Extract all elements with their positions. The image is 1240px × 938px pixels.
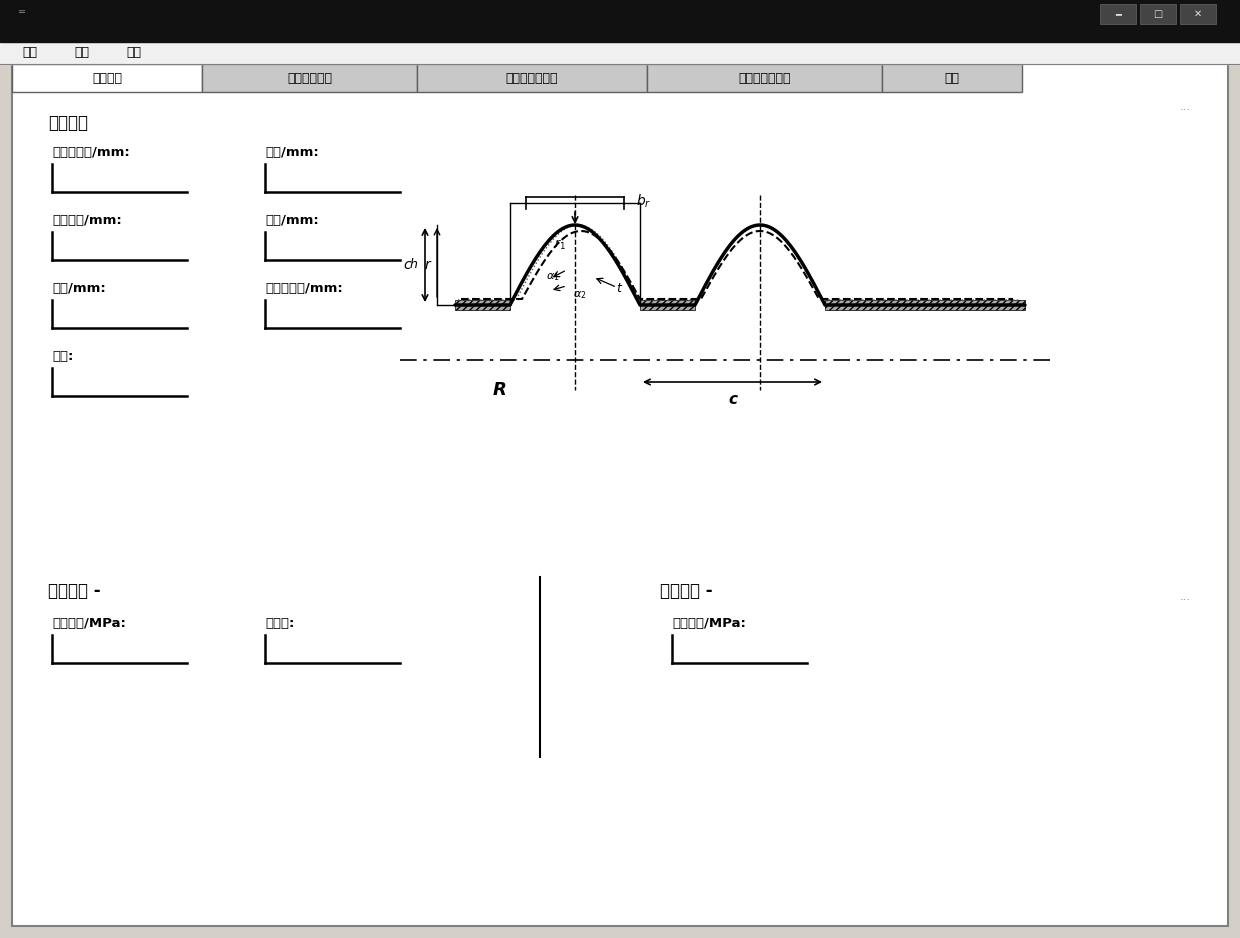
Text: $\alpha_2$: $\alpha_2$ — [573, 290, 587, 301]
Text: 特征值屈曲分析: 特征值屈曲分析 — [506, 71, 558, 84]
Text: h: h — [409, 259, 417, 271]
Text: 极限载荷分析: 极限载荷分析 — [286, 71, 332, 84]
Text: 弹性模量/MPa:: 弹性模量/MPa: — [52, 617, 126, 630]
Text: R: R — [494, 381, 507, 399]
Text: 过渡圆半径/mm:: 过渡圆半径/mm: — [265, 282, 342, 295]
Bar — [0, 42, 1240, 64]
Text: 帮助: 帮助 — [126, 47, 141, 59]
Bar — [647, 64, 882, 92]
Text: 结构参数: 结构参数 — [48, 114, 88, 132]
Text: ═: ═ — [19, 7, 24, 17]
Text: 非线性屈曲分析: 非线性屈曲分析 — [738, 71, 791, 84]
Text: $b_r$: $b_r$ — [636, 192, 652, 210]
Text: ...: ... — [1179, 102, 1190, 112]
Text: 设置: 设置 — [74, 47, 89, 59]
Text: ...: ... — [1179, 592, 1190, 602]
Bar — [882, 64, 1022, 92]
Text: 波高/mm:: 波高/mm: — [265, 214, 319, 227]
Text: 设计条件 -: 设计条件 - — [660, 582, 713, 600]
Bar — [0, 0, 1240, 42]
Bar — [1140, 4, 1176, 24]
Text: $t$: $t$ — [616, 282, 624, 295]
Bar — [825, 300, 1025, 310]
Text: 隧道管半径/mm:: 隧道管半径/mm: — [52, 146, 130, 159]
Text: 波形半径/mm:: 波形半径/mm: — [52, 214, 122, 227]
Text: 文件: 文件 — [22, 47, 37, 59]
Bar — [455, 300, 510, 310]
Text: 说明: 说明 — [945, 71, 960, 84]
Bar — [1100, 4, 1136, 24]
Text: 材料属性 -: 材料属性 - — [48, 582, 100, 600]
Text: □: □ — [1153, 9, 1163, 19]
Text: 厚度/mm:: 厚度/mm: — [52, 282, 105, 295]
Text: 波距/mm:: 波距/mm: — [265, 146, 319, 159]
Text: 泊松比:: 泊松比: — [265, 617, 294, 630]
Bar — [1180, 4, 1216, 24]
Bar — [12, 64, 202, 92]
Text: 设计压力/MPa:: 设计压力/MPa: — [672, 617, 746, 630]
Text: ━: ━ — [1115, 9, 1121, 19]
Text: 波数:: 波数: — [52, 350, 73, 363]
Bar — [417, 64, 647, 92]
Text: $\alpha_1$: $\alpha_1$ — [546, 271, 559, 283]
Text: r: r — [424, 258, 430, 272]
Text: ✕: ✕ — [1194, 9, 1202, 19]
Text: 参数设置: 参数设置 — [92, 71, 122, 84]
Text: c: c — [403, 258, 410, 272]
Text: c: c — [728, 392, 737, 407]
Bar — [640, 300, 694, 310]
Bar — [202, 64, 417, 92]
Text: $r_1$: $r_1$ — [554, 238, 565, 252]
